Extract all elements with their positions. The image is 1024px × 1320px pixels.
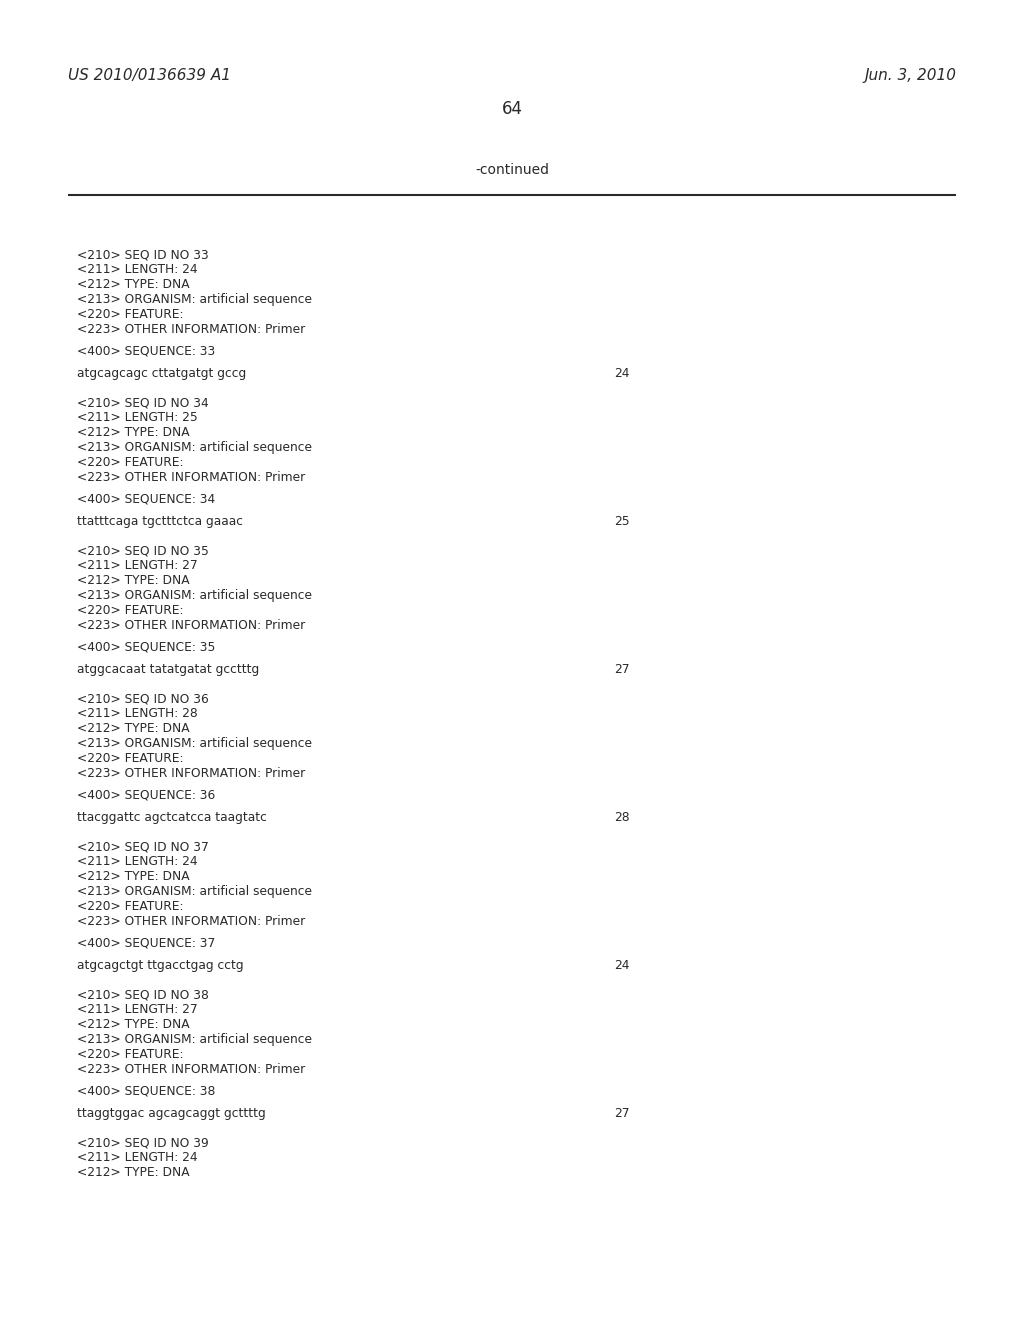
Text: 27: 27 xyxy=(614,663,630,676)
Text: <212> TYPE: DNA: <212> TYPE: DNA xyxy=(77,1018,189,1031)
Text: US 2010/0136639 A1: US 2010/0136639 A1 xyxy=(68,69,231,83)
Text: atgcagctgt ttgacctgag cctg: atgcagctgt ttgacctgag cctg xyxy=(77,960,244,972)
Text: <211> LENGTH: 27: <211> LENGTH: 27 xyxy=(77,558,198,572)
Text: 24: 24 xyxy=(614,367,630,380)
Text: <210> SEQ ID NO 36: <210> SEQ ID NO 36 xyxy=(77,692,209,705)
Text: <213> ORGANISM: artificial sequence: <213> ORGANISM: artificial sequence xyxy=(77,884,311,898)
Text: Jun. 3, 2010: Jun. 3, 2010 xyxy=(864,69,956,83)
Text: 28: 28 xyxy=(614,810,630,824)
Text: 64: 64 xyxy=(502,100,522,117)
Text: <212> TYPE: DNA: <212> TYPE: DNA xyxy=(77,279,189,290)
Text: <213> ORGANISM: artificial sequence: <213> ORGANISM: artificial sequence xyxy=(77,589,311,602)
Text: <211> LENGTH: 24: <211> LENGTH: 24 xyxy=(77,1151,198,1164)
Text: <223> OTHER INFORMATION: Primer: <223> OTHER INFORMATION: Primer xyxy=(77,323,305,337)
Text: <400> SEQUENCE: 34: <400> SEQUENCE: 34 xyxy=(77,492,215,506)
Text: 27: 27 xyxy=(614,1107,630,1119)
Text: ttacggattc agctcatcca taagtatc: ttacggattc agctcatcca taagtatc xyxy=(77,810,266,824)
Text: <220> FEATURE:: <220> FEATURE: xyxy=(77,1048,183,1061)
Text: <220> FEATURE:: <220> FEATURE: xyxy=(77,308,183,321)
Text: <210> SEQ ID NO 38: <210> SEQ ID NO 38 xyxy=(77,987,209,1001)
Text: <212> TYPE: DNA: <212> TYPE: DNA xyxy=(77,574,189,587)
Text: <210> SEQ ID NO 35: <210> SEQ ID NO 35 xyxy=(77,544,209,557)
Text: 25: 25 xyxy=(614,515,630,528)
Text: <400> SEQUENCE: 36: <400> SEQUENCE: 36 xyxy=(77,789,215,803)
Text: <223> OTHER INFORMATION: Primer: <223> OTHER INFORMATION: Primer xyxy=(77,471,305,484)
Text: <220> FEATURE:: <220> FEATURE: xyxy=(77,900,183,913)
Text: <400> SEQUENCE: 38: <400> SEQUENCE: 38 xyxy=(77,1085,215,1098)
Text: <211> LENGTH: 28: <211> LENGTH: 28 xyxy=(77,708,198,719)
Text: <212> TYPE: DNA: <212> TYPE: DNA xyxy=(77,1166,189,1179)
Text: <213> ORGANISM: artificial sequence: <213> ORGANISM: artificial sequence xyxy=(77,1034,311,1045)
Text: <211> LENGTH: 27: <211> LENGTH: 27 xyxy=(77,1003,198,1016)
Text: <211> LENGTH: 24: <211> LENGTH: 24 xyxy=(77,263,198,276)
Text: <220> FEATURE:: <220> FEATURE: xyxy=(77,455,183,469)
Text: <223> OTHER INFORMATION: Primer: <223> OTHER INFORMATION: Primer xyxy=(77,767,305,780)
Text: <223> OTHER INFORMATION: Primer: <223> OTHER INFORMATION: Primer xyxy=(77,619,305,632)
Text: <211> LENGTH: 24: <211> LENGTH: 24 xyxy=(77,855,198,869)
Text: <400> SEQUENCE: 33: <400> SEQUENCE: 33 xyxy=(77,345,215,358)
Text: atgcagcagc cttatgatgt gccg: atgcagcagc cttatgatgt gccg xyxy=(77,367,246,380)
Text: 24: 24 xyxy=(614,960,630,972)
Text: <220> FEATURE:: <220> FEATURE: xyxy=(77,605,183,616)
Text: <212> TYPE: DNA: <212> TYPE: DNA xyxy=(77,870,189,883)
Text: atggcacaat tatatgatat gcctttg: atggcacaat tatatgatat gcctttg xyxy=(77,663,259,676)
Text: <213> ORGANISM: artificial sequence: <213> ORGANISM: artificial sequence xyxy=(77,293,311,306)
Text: <210> SEQ ID NO 37: <210> SEQ ID NO 37 xyxy=(77,840,209,853)
Text: <212> TYPE: DNA: <212> TYPE: DNA xyxy=(77,426,189,440)
Text: ttaggtggac agcagcaggt gcttttg: ttaggtggac agcagcaggt gcttttg xyxy=(77,1107,265,1119)
Text: <213> ORGANISM: artificial sequence: <213> ORGANISM: artificial sequence xyxy=(77,737,311,750)
Text: <223> OTHER INFORMATION: Primer: <223> OTHER INFORMATION: Primer xyxy=(77,1063,305,1076)
Text: <210> SEQ ID NO 39: <210> SEQ ID NO 39 xyxy=(77,1137,209,1148)
Text: -continued: -continued xyxy=(475,162,549,177)
Text: <223> OTHER INFORMATION: Primer: <223> OTHER INFORMATION: Primer xyxy=(77,915,305,928)
Text: <212> TYPE: DNA: <212> TYPE: DNA xyxy=(77,722,189,735)
Text: <220> FEATURE:: <220> FEATURE: xyxy=(77,752,183,766)
Text: ttatttcaga tgctttctca gaaac: ttatttcaga tgctttctca gaaac xyxy=(77,515,243,528)
Text: <210> SEQ ID NO 33: <210> SEQ ID NO 33 xyxy=(77,248,209,261)
Text: <400> SEQUENCE: 35: <400> SEQUENCE: 35 xyxy=(77,642,215,653)
Text: <400> SEQUENCE: 37: <400> SEQUENCE: 37 xyxy=(77,937,215,950)
Text: <211> LENGTH: 25: <211> LENGTH: 25 xyxy=(77,411,198,424)
Text: <213> ORGANISM: artificial sequence: <213> ORGANISM: artificial sequence xyxy=(77,441,311,454)
Text: <210> SEQ ID NO 34: <210> SEQ ID NO 34 xyxy=(77,396,209,409)
